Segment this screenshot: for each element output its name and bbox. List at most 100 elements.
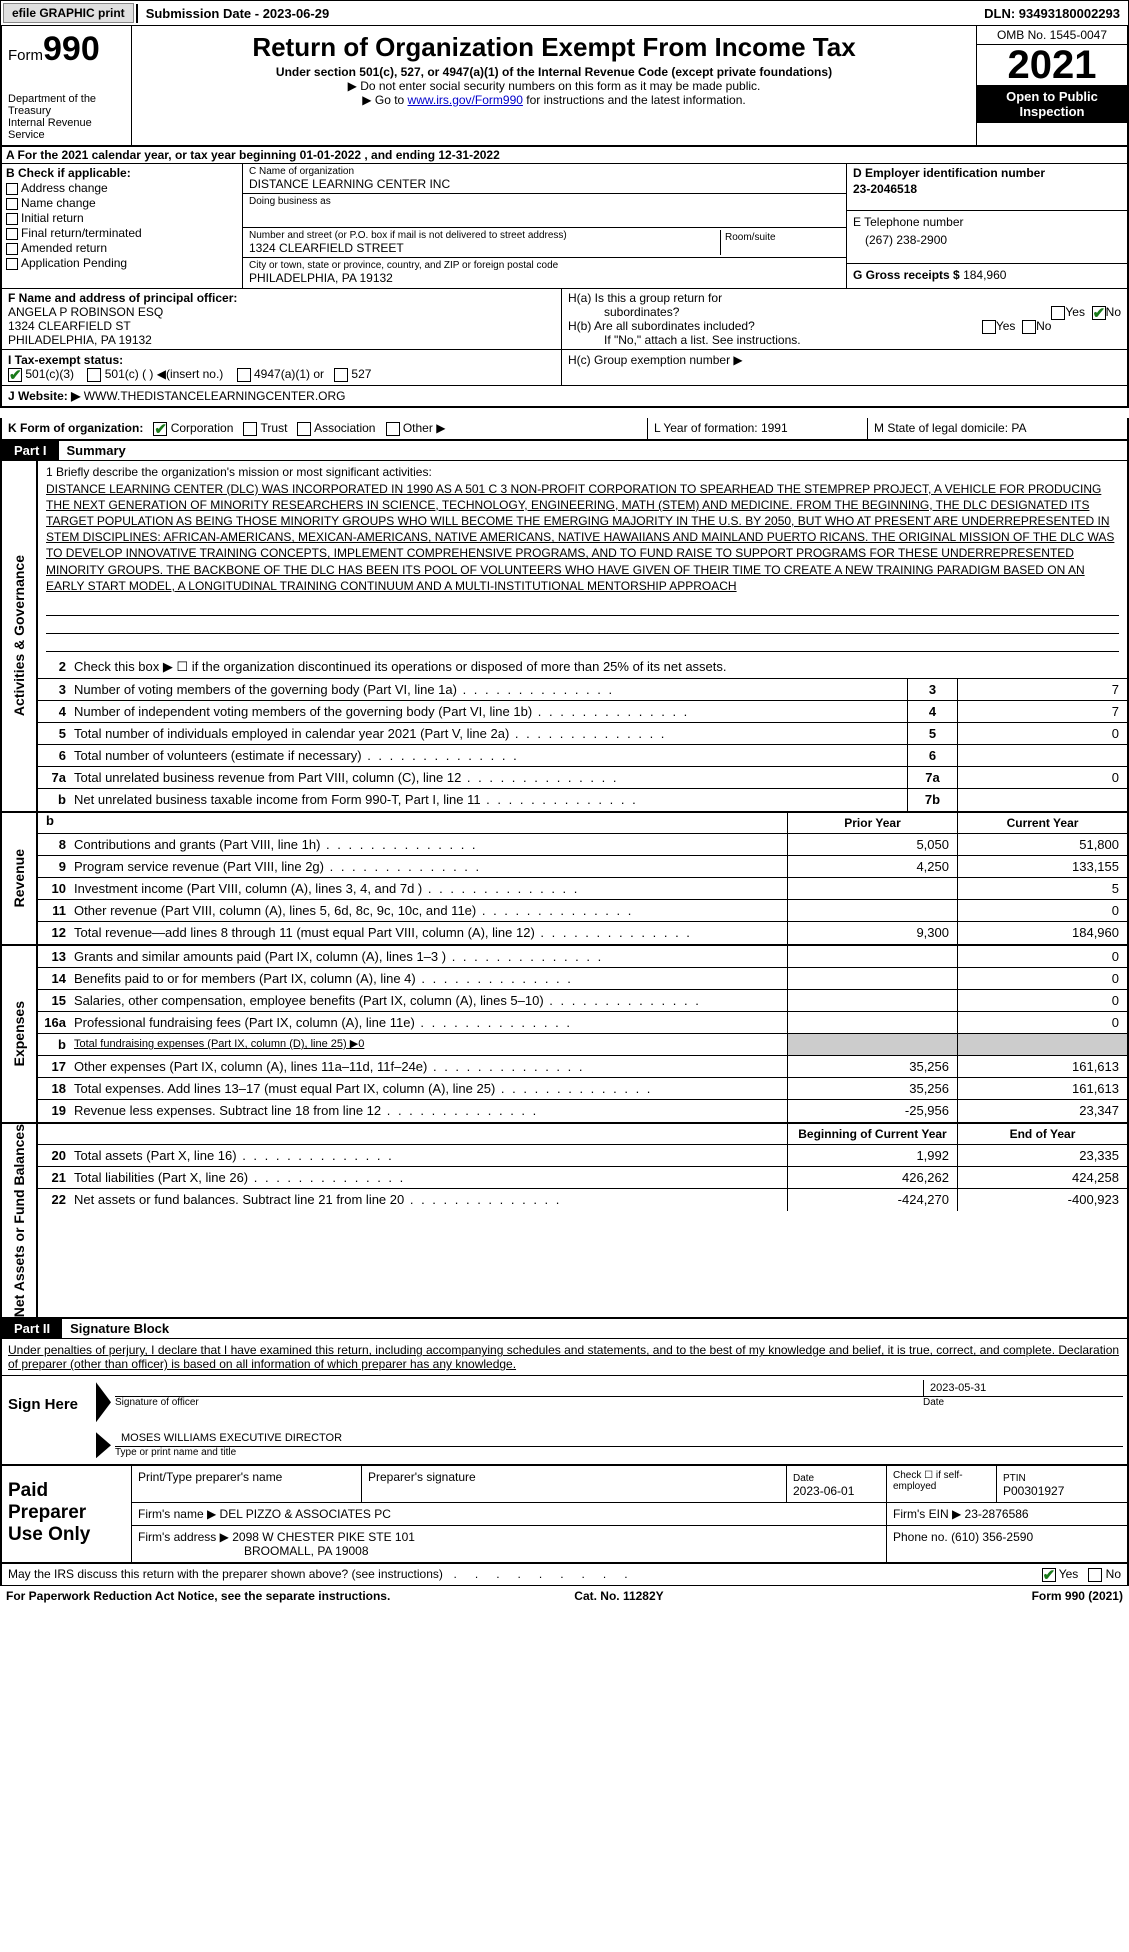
line-box-num: 6 — [907, 745, 957, 766]
section-fh: F Name and address of principal officer:… — [0, 289, 1129, 350]
line-num: 2 — [38, 656, 70, 678]
cb-address-change[interactable] — [6, 183, 18, 195]
mission-label: 1 Briefly describe the organization's mi… — [46, 465, 1119, 479]
data-line: 19 Revenue less expenses. Subtract line … — [38, 1100, 1127, 1122]
opt-501c3: 501(c)(3) — [25, 367, 74, 381]
line-num: 15 — [38, 990, 70, 1011]
discuss-question: May the IRS discuss this return with the… — [8, 1567, 443, 1582]
submission-date: Submission Date - 2023-06-29 — [136, 4, 338, 23]
gov-line: 3 Number of voting members of the govern… — [38, 679, 1127, 701]
line-py — [787, 946, 957, 967]
hc-label: H(c) Group exemption number ▶ — [562, 350, 1127, 385]
hb-yes[interactable] — [982, 320, 996, 334]
room-label: Room/suite — [725, 232, 836, 243]
box-b-title: B Check if applicable: — [6, 166, 238, 180]
officer-addr1: 1324 CLEARFIELD ST — [8, 319, 555, 333]
note2-a: ▶ Go to — [362, 93, 407, 107]
top-bar: efile GRAPHIC print Submission Date - 20… — [0, 0, 1129, 26]
mission-block: 1 Briefly describe the organization's mi… — [38, 461, 1127, 598]
line-desc: Total revenue—add lines 8 through 11 (mu… — [70, 922, 787, 944]
line-py: 35,256 — [787, 1056, 957, 1077]
gov-line: 7a Total unrelated business revenue from… — [38, 767, 1127, 789]
lbl-final-return: Final return/terminated — [21, 226, 142, 240]
mission-text: DISTANCE LEARNING CENTER (DLC) WAS INCOR… — [46, 481, 1119, 594]
line-cy: 184,960 — [957, 922, 1127, 944]
tax-year: 2021 — [977, 45, 1127, 85]
line-cy: 0 — [957, 900, 1127, 921]
line-desc: Total unrelated business revenue from Pa… — [70, 767, 907, 788]
rev-col-headers: b Prior Year Current Year — [38, 813, 1127, 834]
line-desc: Total fundraising expenses (Part IX, col… — [70, 1034, 787, 1055]
box-c: C Name of organization DISTANCE LEARNING… — [242, 164, 847, 288]
opt-trust: Trust — [261, 421, 288, 435]
paperwork-notice: For Paperwork Reduction Act Notice, see … — [6, 1589, 390, 1603]
cb-527[interactable] — [334, 368, 348, 382]
ha-yes[interactable] — [1051, 306, 1065, 320]
lbl-amended-return: Amended return — [21, 241, 107, 255]
lbl-initial-return: Initial return — [21, 211, 84, 225]
line-py: -25,956 — [787, 1100, 957, 1122]
ein-label: D Employer identification number — [853, 166, 1121, 180]
dln: DLN: 93493180002293 — [976, 4, 1128, 23]
ha-label2: subordinates? — [568, 305, 679, 319]
line-desc: Other revenue (Part VIII, column (A), li… — [70, 900, 787, 921]
preparer-block: Paid Preparer Use Only Print/Type prepar… — [0, 1466, 1129, 1564]
hdr-boy: Beginning of Current Year — [787, 1124, 957, 1144]
cb-501c[interactable] — [87, 368, 101, 382]
org-name: DISTANCE LEARNING CENTER INC — [249, 177, 840, 191]
blank-line — [46, 602, 1119, 616]
line-num: 11 — [38, 900, 70, 921]
cb-corporation[interactable] — [153, 422, 167, 436]
data-line: b Total fundraising expenses (Part IX, c… — [38, 1034, 1127, 1056]
line-desc: Other expenses (Part IX, column (A), lin… — [70, 1056, 787, 1077]
cb-trust[interactable] — [243, 422, 257, 436]
hb-note: If "No," attach a list. See instructions… — [568, 333, 1121, 347]
data-line: 8 Contributions and grants (Part VIII, l… — [38, 834, 1127, 856]
cb-initial-return[interactable] — [6, 213, 18, 225]
ha-no[interactable] — [1092, 306, 1106, 320]
part1-header: Part I Summary — [0, 441, 1129, 461]
sig-date-label: Date — [923, 1397, 1123, 1408]
line-desc: Contributions and grants (Part VIII, lin… — [70, 834, 787, 855]
state-domicile: M State of legal domicile: PA — [867, 418, 1127, 439]
line-num: 22 — [38, 1189, 70, 1211]
line-value: 0 — [957, 723, 1127, 744]
discuss-yes[interactable] — [1042, 1568, 1056, 1582]
opt-501c: 501(c) ( ) ◀(insert no.) — [105, 367, 224, 381]
vtab-rev: Revenue — [2, 813, 38, 944]
line-desc: Benefits paid to or for members (Part IX… — [70, 968, 787, 989]
cb-final-return[interactable] — [6, 228, 18, 240]
cb-501c3[interactable] — [8, 368, 22, 382]
line-box-num: 5 — [907, 723, 957, 744]
line-desc: Investment income (Part VIII, column (A)… — [70, 878, 787, 899]
row-j: J Website: ▶ WWW.THEDISTANCELEARNINGCENT… — [0, 386, 1129, 408]
box-b: B Check if applicable: Address change Na… — [2, 164, 242, 288]
lbl-address-change: Address change — [21, 181, 108, 195]
cb-application-pending[interactable] — [6, 258, 18, 270]
website-label: J Website: ▶ — [8, 389, 80, 403]
cb-name-change[interactable] — [6, 198, 18, 210]
note-ssn: ▶ Do not enter social security numbers o… — [140, 79, 968, 93]
line-value — [957, 789, 1127, 811]
hb-no[interactable] — [1022, 320, 1036, 334]
discuss-no[interactable] — [1088, 1568, 1102, 1582]
efile-print-button[interactable]: efile GRAPHIC print — [3, 3, 134, 23]
line-cy: 161,613 — [957, 1056, 1127, 1077]
cb-other[interactable] — [386, 422, 400, 436]
irs-link[interactable]: www.irs.gov/Form990 — [408, 93, 523, 107]
gov-line: 4 Number of independent voting members o… — [38, 701, 1127, 723]
line-cy: 51,800 — [957, 834, 1127, 855]
cb-association[interactable] — [297, 422, 311, 436]
line-desc: Total expenses. Add lines 13–17 (must eq… — [70, 1078, 787, 1099]
part2-header: Part II Signature Block — [0, 1319, 1129, 1339]
dept-treasury: Department of the Treasury — [8, 93, 125, 117]
blank-line — [46, 638, 1119, 652]
cb-4947[interactable] — [237, 368, 251, 382]
box-h: H(a) Is this a group return for subordin… — [562, 289, 1127, 349]
line-desc: Number of voting members of the governin… — [70, 679, 907, 700]
line-num: 18 — [38, 1078, 70, 1099]
line-num: 19 — [38, 1100, 70, 1122]
cb-amended-return[interactable] — [6, 243, 18, 255]
line-cy: 133,155 — [957, 856, 1127, 877]
note-link: ▶ Go to www.irs.gov/Form990 for instruct… — [140, 93, 968, 107]
